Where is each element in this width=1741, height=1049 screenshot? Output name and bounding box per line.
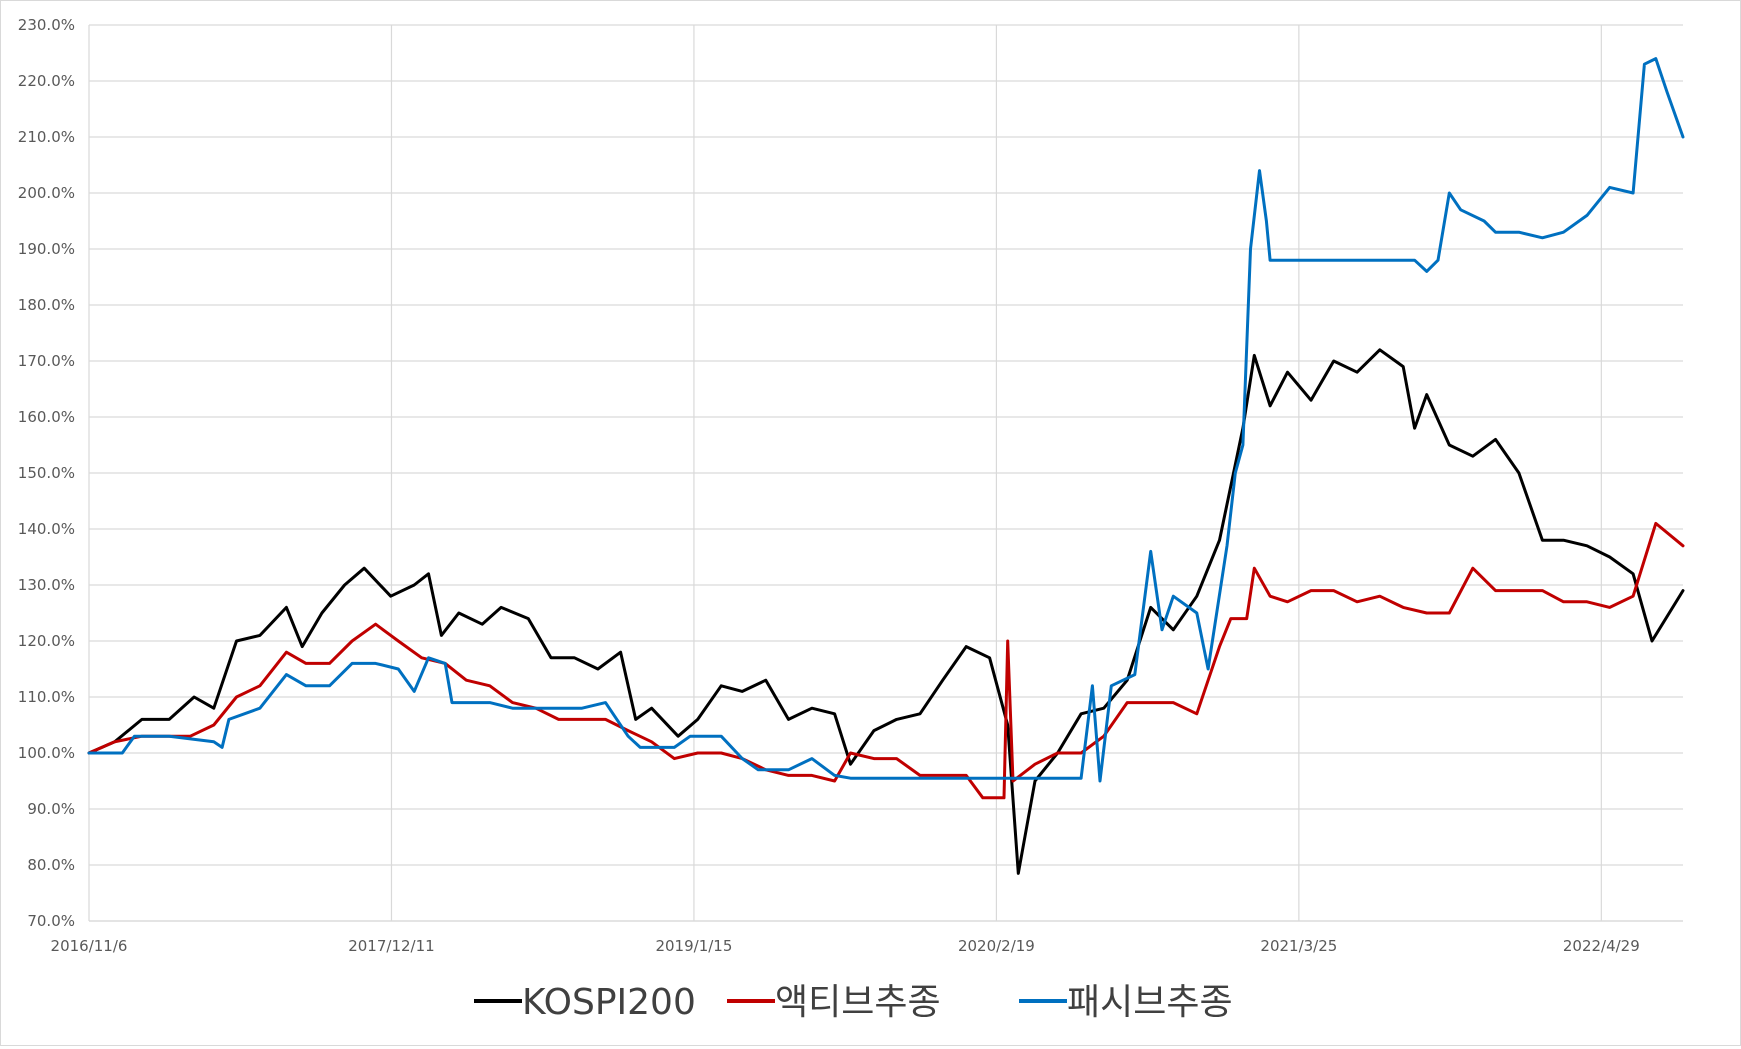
y-tick-label: 130.0% <box>18 576 75 594</box>
y-tick-label: 100.0% <box>18 744 75 762</box>
legend: KOSPI200 액티브추종 패시브추종 <box>474 982 1233 1023</box>
y-tick-label: 160.0% <box>18 408 75 426</box>
x-tick-label: 2020/2/19 <box>958 937 1035 955</box>
y-tick-label: 180.0% <box>18 296 75 314</box>
x-tick-label: 2016/11/6 <box>51 937 128 955</box>
y-tick-label: 190.0% <box>18 240 75 258</box>
y-tick-label: 90.0% <box>27 800 75 818</box>
series-lines <box>87 57 1685 875</box>
x-tick-label: 2022/4/29 <box>1563 937 1640 955</box>
y-tick-label: 220.0% <box>18 72 75 90</box>
y-tick-label: 230.0% <box>18 16 75 34</box>
y-tick-label: 170.0% <box>18 352 75 370</box>
y-tick-label: 80.0% <box>27 856 75 874</box>
x-tick-label: 2017/12/11 <box>348 937 434 955</box>
series-line-0 <box>87 348 1685 875</box>
series-line-2 <box>87 57 1685 783</box>
legend-label-2: 패시브추종 <box>1067 982 1233 1023</box>
y-axis-tick-labels: 70.0% 80.0% 90.0% 100.0% 110.0% 120.0% 130.0% 1… <box>18 16 75 930</box>
y-tick-label: 120.0% <box>18 632 75 650</box>
x-axis-tick-labels: 2016/11/6 2017/12/11 2019/1/15 2020/2/19 202… <box>51 937 1640 955</box>
x-tick-label: 2019/1/15 <box>655 937 732 955</box>
y-tick-label: 200.0% <box>18 184 75 202</box>
legend-label-1: 액티브추종 <box>775 982 941 1023</box>
x-tick-label: 2021/3/25 <box>1260 937 1337 955</box>
y-tick-label: 150.0% <box>18 464 75 482</box>
y-tick-label: 110.0% <box>18 688 75 706</box>
y-tick-label: 70.0% <box>27 912 75 930</box>
series-line-1 <box>87 521 1685 800</box>
legend-label-0: KOSPI200 <box>522 982 696 1023</box>
y-tick-label: 210.0% <box>18 128 75 146</box>
y-tick-label: 140.0% <box>18 520 75 538</box>
